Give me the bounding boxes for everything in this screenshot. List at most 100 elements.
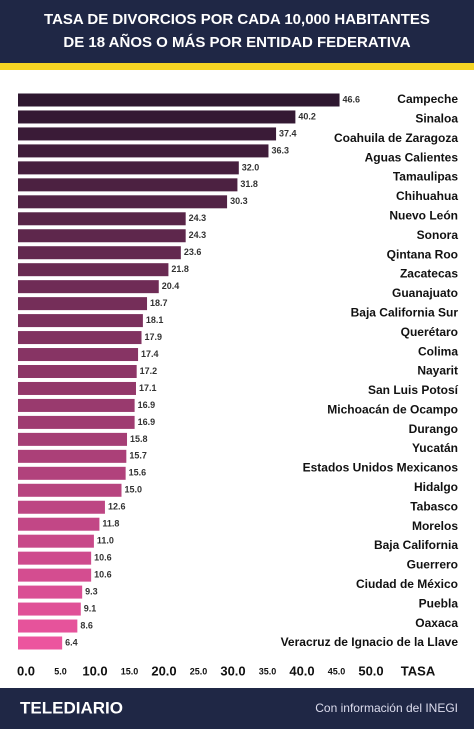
category-label: San Luis Potosí — [368, 383, 459, 397]
value-label: 17.2 — [140, 366, 158, 376]
bar — [18, 415, 135, 429]
value-label: 10.6 — [94, 570, 112, 580]
category-label: Veracruz de Ignacio de la Llave — [281, 635, 459, 649]
category-label: Yucatán — [412, 441, 458, 455]
value-label: 17.1 — [139, 383, 157, 393]
bar — [18, 178, 238, 192]
value-label: 8.6 — [80, 620, 93, 630]
value-label: 12.6 — [108, 502, 126, 512]
value-label: 46.6 — [343, 94, 361, 104]
bar — [18, 365, 137, 378]
header-stripe — [0, 63, 474, 70]
category-label: Querétaro — [401, 325, 458, 339]
value-label: 16.9 — [138, 400, 156, 410]
value-label: 15.7 — [129, 451, 147, 461]
category-label: Zacatecas — [400, 267, 458, 281]
category-label: Guerrero — [407, 558, 458, 572]
bar — [18, 483, 122, 497]
bar — [18, 534, 94, 548]
bar — [18, 93, 340, 107]
bar — [18, 551, 92, 565]
bar — [18, 161, 239, 175]
bar — [18, 432, 128, 446]
value-label: 37.4 — [279, 128, 297, 138]
category-label: Guanajuato — [392, 286, 458, 300]
category-label: Sonora — [417, 228, 459, 242]
bar — [18, 449, 127, 463]
x-tick-label: 20.0 — [151, 663, 176, 678]
category-label: Puebla — [419, 596, 459, 610]
category-label: Sinaloa — [415, 112, 458, 126]
x-tick-label: 10.0 — [82, 663, 107, 678]
value-label: 16.9 — [138, 417, 156, 427]
footer — [0, 688, 474, 729]
x-tick-label: 15.0 — [121, 666, 139, 676]
category-label: Michoacán de Ocampo — [327, 402, 458, 416]
bar — [18, 568, 92, 582]
category-label: Tabasco — [410, 499, 458, 513]
bar — [18, 636, 63, 650]
category-label: Nayarit — [417, 364, 458, 378]
value-label: 18.1 — [146, 315, 164, 325]
bar — [18, 314, 143, 328]
value-label: 30.3 — [230, 196, 248, 206]
value-label: 24.3 — [189, 213, 207, 223]
source: Con información del INEGI — [315, 701, 458, 715]
x-tick-label: 30.0 — [220, 663, 245, 678]
bar — [18, 144, 269, 158]
bar — [18, 585, 83, 599]
bar — [18, 212, 186, 226]
category-label: Nuevo León — [389, 209, 458, 223]
bar — [18, 619, 78, 633]
bar — [18, 280, 159, 294]
category-label: Chihuahua — [396, 189, 458, 203]
value-label: 15.6 — [129, 468, 147, 478]
category-label: Hidalgo — [414, 480, 458, 494]
category-label: Aguas Calientes — [365, 150, 459, 164]
value-label: 24.3 — [189, 230, 207, 240]
value-label: 11.0 — [97, 536, 114, 546]
value-label: 20.4 — [162, 281, 180, 291]
value-label: 17.9 — [145, 332, 163, 342]
category-label: Morelos — [412, 519, 458, 533]
category-label: Oaxaca — [415, 616, 458, 630]
category-label: Estados Unidos Mexicanos — [303, 461, 459, 475]
bar — [18, 229, 186, 243]
x-tick-label: 50.0 — [358, 663, 383, 678]
value-label: 40.2 — [298, 111, 316, 121]
bar — [18, 297, 148, 311]
value-label: 6.4 — [65, 637, 78, 647]
x-axis-label: TASA — [401, 663, 436, 678]
value-label: 31.8 — [240, 179, 258, 189]
chart-title: DE 18 AÑOS O MÁS POR ENTIDAD FEDERATIVA — [63, 33, 410, 51]
x-tick-label: 45.0 — [328, 666, 346, 676]
category-label: Coahuila de Zaragoza — [334, 131, 458, 145]
x-tick-label: 35.0 — [259, 666, 277, 676]
value-label: 32.0 — [242, 162, 260, 172]
value-label: 11.8 — [102, 519, 119, 529]
bar — [18, 348, 139, 362]
brand: TELEDIARIO — [20, 698, 123, 717]
x-tick-label: 0.0 — [17, 663, 35, 678]
bar — [18, 466, 126, 480]
category-label: Qintana Roo — [387, 247, 458, 261]
bar — [18, 331, 142, 345]
bar — [18, 381, 136, 395]
value-label: 9.1 — [84, 603, 97, 613]
bar — [18, 517, 100, 531]
bar — [18, 398, 135, 412]
bar — [18, 127, 277, 141]
bar — [18, 195, 228, 209]
bar — [18, 263, 169, 277]
x-tick-label: 5.0 — [54, 666, 67, 676]
value-label: 10.6 — [94, 553, 112, 563]
x-tick-label: 25.0 — [190, 666, 208, 676]
chart-title: TASA DE DIVORCIOS POR CADA 10,000 HABITA… — [44, 11, 430, 28]
bar — [18, 602, 81, 616]
category-label: Colima — [418, 344, 458, 358]
category-label: Tamaulipas — [393, 170, 458, 184]
bar — [18, 110, 296, 124]
value-label: 18.7 — [150, 298, 168, 308]
value-label: 17.4 — [141, 349, 159, 359]
